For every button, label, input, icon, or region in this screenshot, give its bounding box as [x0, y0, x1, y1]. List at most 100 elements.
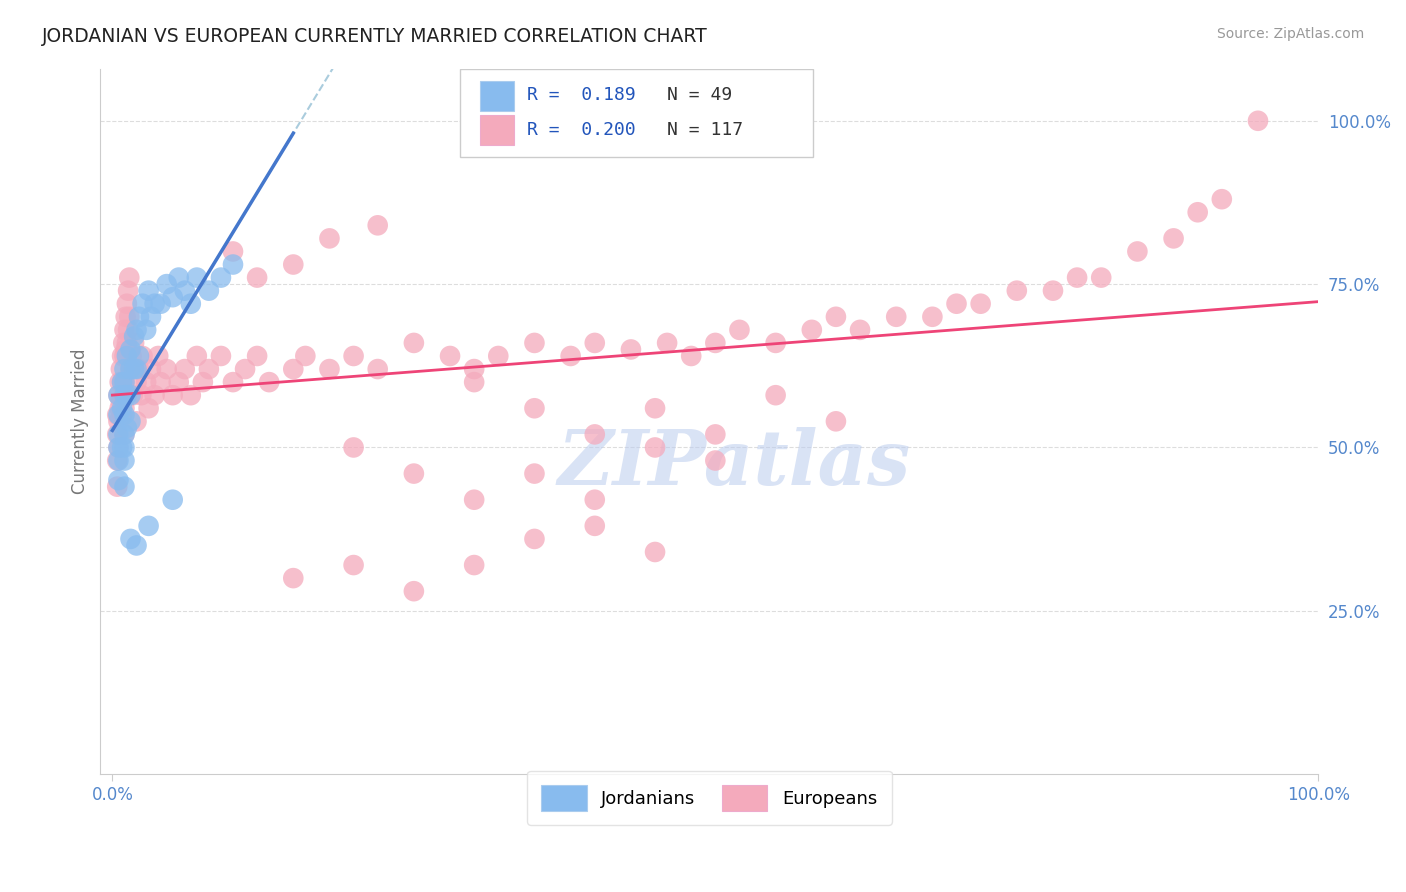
Point: [114, 343, 136, 357]
Point: [246, 270, 269, 285]
Point: [825, 310, 848, 324]
Point: [105, 427, 128, 442]
Point: [825, 414, 848, 428]
Point: [1187, 205, 1209, 219]
Point: [149, 375, 172, 389]
Point: [107, 427, 129, 442]
Point: [111, 408, 134, 422]
Point: [111, 401, 134, 416]
Point: [114, 375, 136, 389]
Point: [1005, 284, 1028, 298]
Point: [523, 532, 546, 546]
Point: [342, 349, 364, 363]
Point: [111, 375, 134, 389]
Point: [115, 421, 138, 435]
Point: [115, 388, 138, 402]
FancyBboxPatch shape: [481, 81, 515, 111]
Point: [294, 349, 316, 363]
Point: [115, 349, 138, 363]
Point: [644, 401, 666, 416]
Point: [620, 343, 643, 357]
FancyBboxPatch shape: [481, 115, 515, 145]
Point: [583, 335, 606, 350]
Point: [107, 414, 129, 428]
Point: [198, 284, 221, 298]
Point: [114, 401, 136, 416]
Point: [246, 349, 269, 363]
Point: [1247, 113, 1270, 128]
Point: [849, 323, 872, 337]
Point: [523, 335, 546, 350]
Point: [125, 414, 148, 428]
Point: [222, 375, 245, 389]
Point: [131, 296, 153, 310]
Point: [644, 441, 666, 455]
Point: [120, 362, 142, 376]
Point: [120, 343, 142, 357]
Point: [884, 310, 907, 324]
Text: N = 117: N = 117: [666, 121, 742, 139]
Point: [728, 323, 751, 337]
Point: [222, 244, 245, 259]
Point: [644, 545, 666, 559]
Point: [115, 296, 138, 310]
Text: ZIPatlas: ZIPatlas: [557, 426, 910, 500]
Point: [107, 453, 129, 467]
Point: [138, 284, 160, 298]
Point: [681, 349, 703, 363]
Point: [402, 467, 425, 481]
Point: [257, 375, 280, 389]
Point: [122, 335, 145, 350]
Point: [402, 584, 425, 599]
Point: [463, 362, 485, 376]
Text: Source: ZipAtlas.com: Source: ZipAtlas.com: [1216, 27, 1364, 41]
Point: [1066, 270, 1088, 285]
Point: [486, 349, 509, 363]
Point: [114, 388, 136, 402]
Point: [111, 441, 134, 455]
Point: [135, 323, 157, 337]
Point: [107, 388, 129, 402]
Point: [114, 310, 136, 324]
Point: [122, 362, 145, 376]
Point: [114, 375, 136, 389]
Point: [110, 362, 132, 376]
Point: [125, 362, 148, 376]
Point: [367, 362, 389, 376]
Point: [800, 323, 823, 337]
Point: [439, 349, 461, 363]
Point: [1126, 244, 1149, 259]
Point: [1211, 192, 1233, 206]
Point: [180, 388, 202, 402]
Point: [114, 323, 136, 337]
Point: [167, 270, 190, 285]
Point: [156, 362, 179, 376]
Point: [945, 296, 967, 310]
Point: [191, 375, 214, 389]
Point: [139, 310, 162, 324]
Point: [118, 270, 141, 285]
Point: [162, 492, 184, 507]
Point: [138, 519, 160, 533]
Legend: Jordanians, Europeans: Jordanians, Europeans: [527, 771, 891, 825]
Point: [583, 427, 606, 442]
Point: [167, 375, 190, 389]
Point: [222, 258, 245, 272]
Point: [143, 388, 166, 402]
Point: [120, 362, 142, 376]
Point: [969, 296, 991, 310]
Point: [125, 323, 148, 337]
Point: [523, 467, 546, 481]
Point: [131, 349, 153, 363]
Point: [138, 401, 160, 416]
Point: [107, 473, 129, 487]
Point: [120, 414, 142, 428]
Point: [114, 408, 136, 422]
Point: [173, 284, 195, 298]
Point: [112, 375, 135, 389]
Point: [139, 362, 162, 376]
Point: [173, 362, 195, 376]
Point: [120, 388, 142, 402]
Point: [463, 558, 485, 572]
Point: [283, 571, 305, 585]
